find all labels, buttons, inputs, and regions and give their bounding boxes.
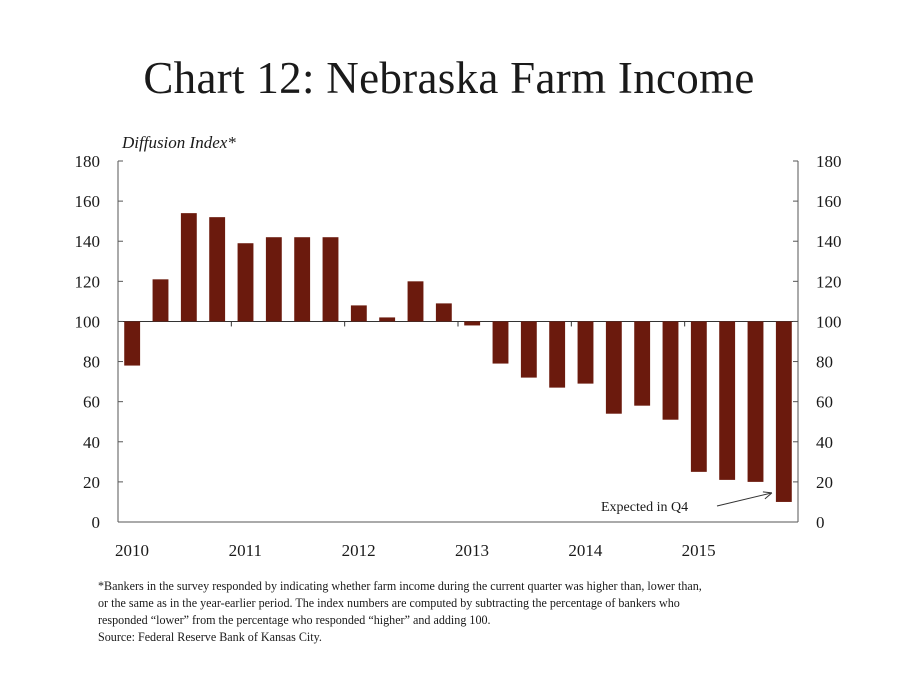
bar — [492, 321, 509, 364]
bar — [209, 217, 226, 322]
y-tick-label-left: 20 — [83, 473, 100, 492]
y-tick-label-right: 120 — [816, 272, 842, 291]
bar — [237, 243, 254, 322]
annotation-label: Expected in Q4 — [601, 500, 688, 515]
bar — [407, 281, 424, 322]
bar — [265, 237, 282, 322]
y-axis-label: Diffusion Index* — [122, 133, 236, 152]
bar — [124, 321, 141, 366]
bar — [152, 279, 169, 322]
x-tick-label: 2011 — [229, 541, 262, 560]
footnote-source: Source: Federal Reserve Bank of Kansas C… — [98, 630, 322, 644]
bar — [180, 213, 197, 322]
bar — [719, 321, 736, 480]
footnote: *Bankers in the survey responded by indi… — [98, 578, 838, 646]
x-tick-label: 2012 — [342, 541, 376, 560]
chart-title: Chart 12: Nebraska Farm Income — [143, 53, 755, 103]
y-tick-label-left: 0 — [92, 513, 101, 532]
x-tick-label: 2015 — [682, 541, 716, 560]
bar — [634, 321, 651, 406]
bar — [294, 237, 311, 322]
y-tick-label-right: 180 — [816, 152, 842, 171]
x-tick-label: 2014 — [568, 541, 603, 560]
chart-bars — [124, 213, 792, 502]
y-tick-label-right: 80 — [816, 353, 833, 372]
annotation-arrow-head — [762, 491, 773, 500]
y-tick-label-left: 160 — [75, 192, 101, 211]
footnote-line: responded “lower” from the percentage wh… — [98, 613, 491, 627]
y-tick-label-left: 40 — [83, 433, 100, 452]
bar — [350, 305, 367, 322]
y-tick-label-left: 140 — [75, 232, 101, 251]
annotation-arrow-line — [716, 492, 773, 507]
y-tick-label-right: 40 — [816, 433, 833, 452]
y-tick-label-right: 160 — [816, 192, 842, 211]
bar — [747, 321, 764, 482]
bar — [577, 321, 594, 384]
x-tick-label: 2010 — [115, 541, 149, 560]
footnote-line: *Bankers in the survey responded by indi… — [98, 579, 702, 593]
y-tick-label-left: 100 — [75, 312, 101, 331]
bar — [549, 321, 566, 388]
footnote-line: or the same as in the year-earlier perio… — [98, 596, 680, 610]
chart-annotation: Expected in Q4 — [601, 491, 773, 515]
bar — [322, 237, 339, 322]
bar — [520, 321, 537, 378]
bar — [379, 317, 396, 322]
y-tick-label-right: 60 — [816, 393, 833, 412]
y-tick-label-right: 0 — [816, 513, 825, 532]
y-tick-label-right: 100 — [816, 312, 842, 331]
y-tick-label-right: 140 — [816, 232, 842, 251]
y-tick-label-left: 180 — [75, 152, 101, 171]
y-tick-label-left: 60 — [83, 393, 100, 412]
bar — [775, 321, 792, 502]
y-tick-label-left: 120 — [75, 272, 101, 291]
bar — [605, 321, 622, 414]
bar — [662, 321, 679, 420]
bar — [690, 321, 707, 472]
x-tick-label: 2013 — [455, 541, 489, 560]
y-tick-label-right: 20 — [816, 473, 833, 492]
bar — [464, 321, 481, 326]
bar — [435, 303, 452, 322]
chart-axes: 0 0 20 20 40 40 60 60 80 80 100 100 120 120 140 140 160 1… — [75, 152, 842, 560]
y-tick-label-left: 80 — [83, 353, 100, 372]
